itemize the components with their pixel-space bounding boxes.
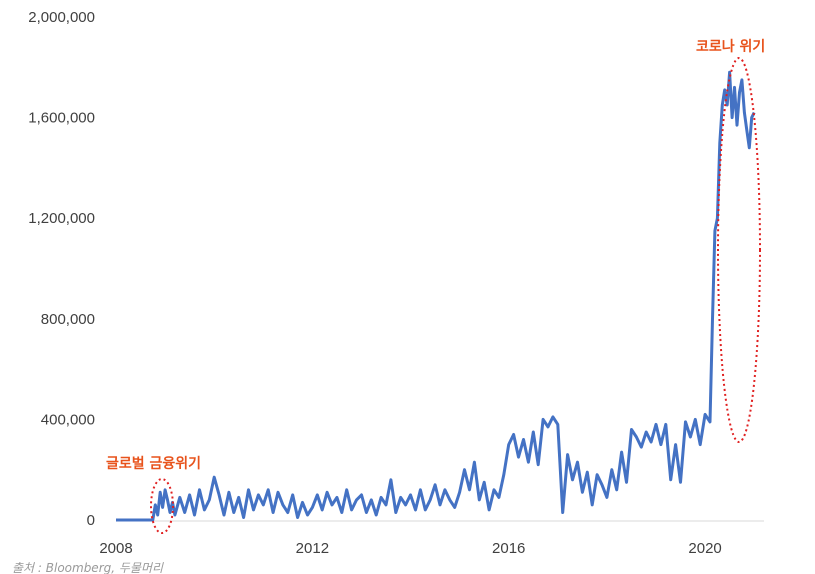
y-tick-label: 1,200,000 <box>28 210 95 227</box>
annotation-ellipse-covid <box>717 57 761 443</box>
y-tick-label: 2,000,000 <box>28 9 95 26</box>
source-note: 출처 : Bloomberg, 두물머리 <box>12 561 164 574</box>
y-axis-ticks: 0 400,000 800,000 1,200,000 1,600,000 2,000,0… <box>28 9 95 529</box>
y-tick-label: 1,600,000 <box>28 110 95 127</box>
annotation-label-gfc: 글로벌 금융위기 <box>106 455 201 472</box>
series-line <box>116 70 756 522</box>
y-tick-label: 0 <box>87 512 95 529</box>
x-axis-ticks: 2008 2012 2016 2020 <box>99 540 721 557</box>
x-tick-label: 2016 <box>492 540 525 557</box>
annotation-ellipse-gfc <box>150 478 174 534</box>
annotation-label-covid: 코로나 위기 <box>696 39 765 55</box>
y-tick-label: 800,000 <box>41 311 95 328</box>
x-tick-label: 2020 <box>688 540 721 557</box>
x-tick-label: 2008 <box>99 540 132 557</box>
y-tick-label: 400,000 <box>41 411 95 428</box>
x-tick-label: 2012 <box>296 540 329 557</box>
